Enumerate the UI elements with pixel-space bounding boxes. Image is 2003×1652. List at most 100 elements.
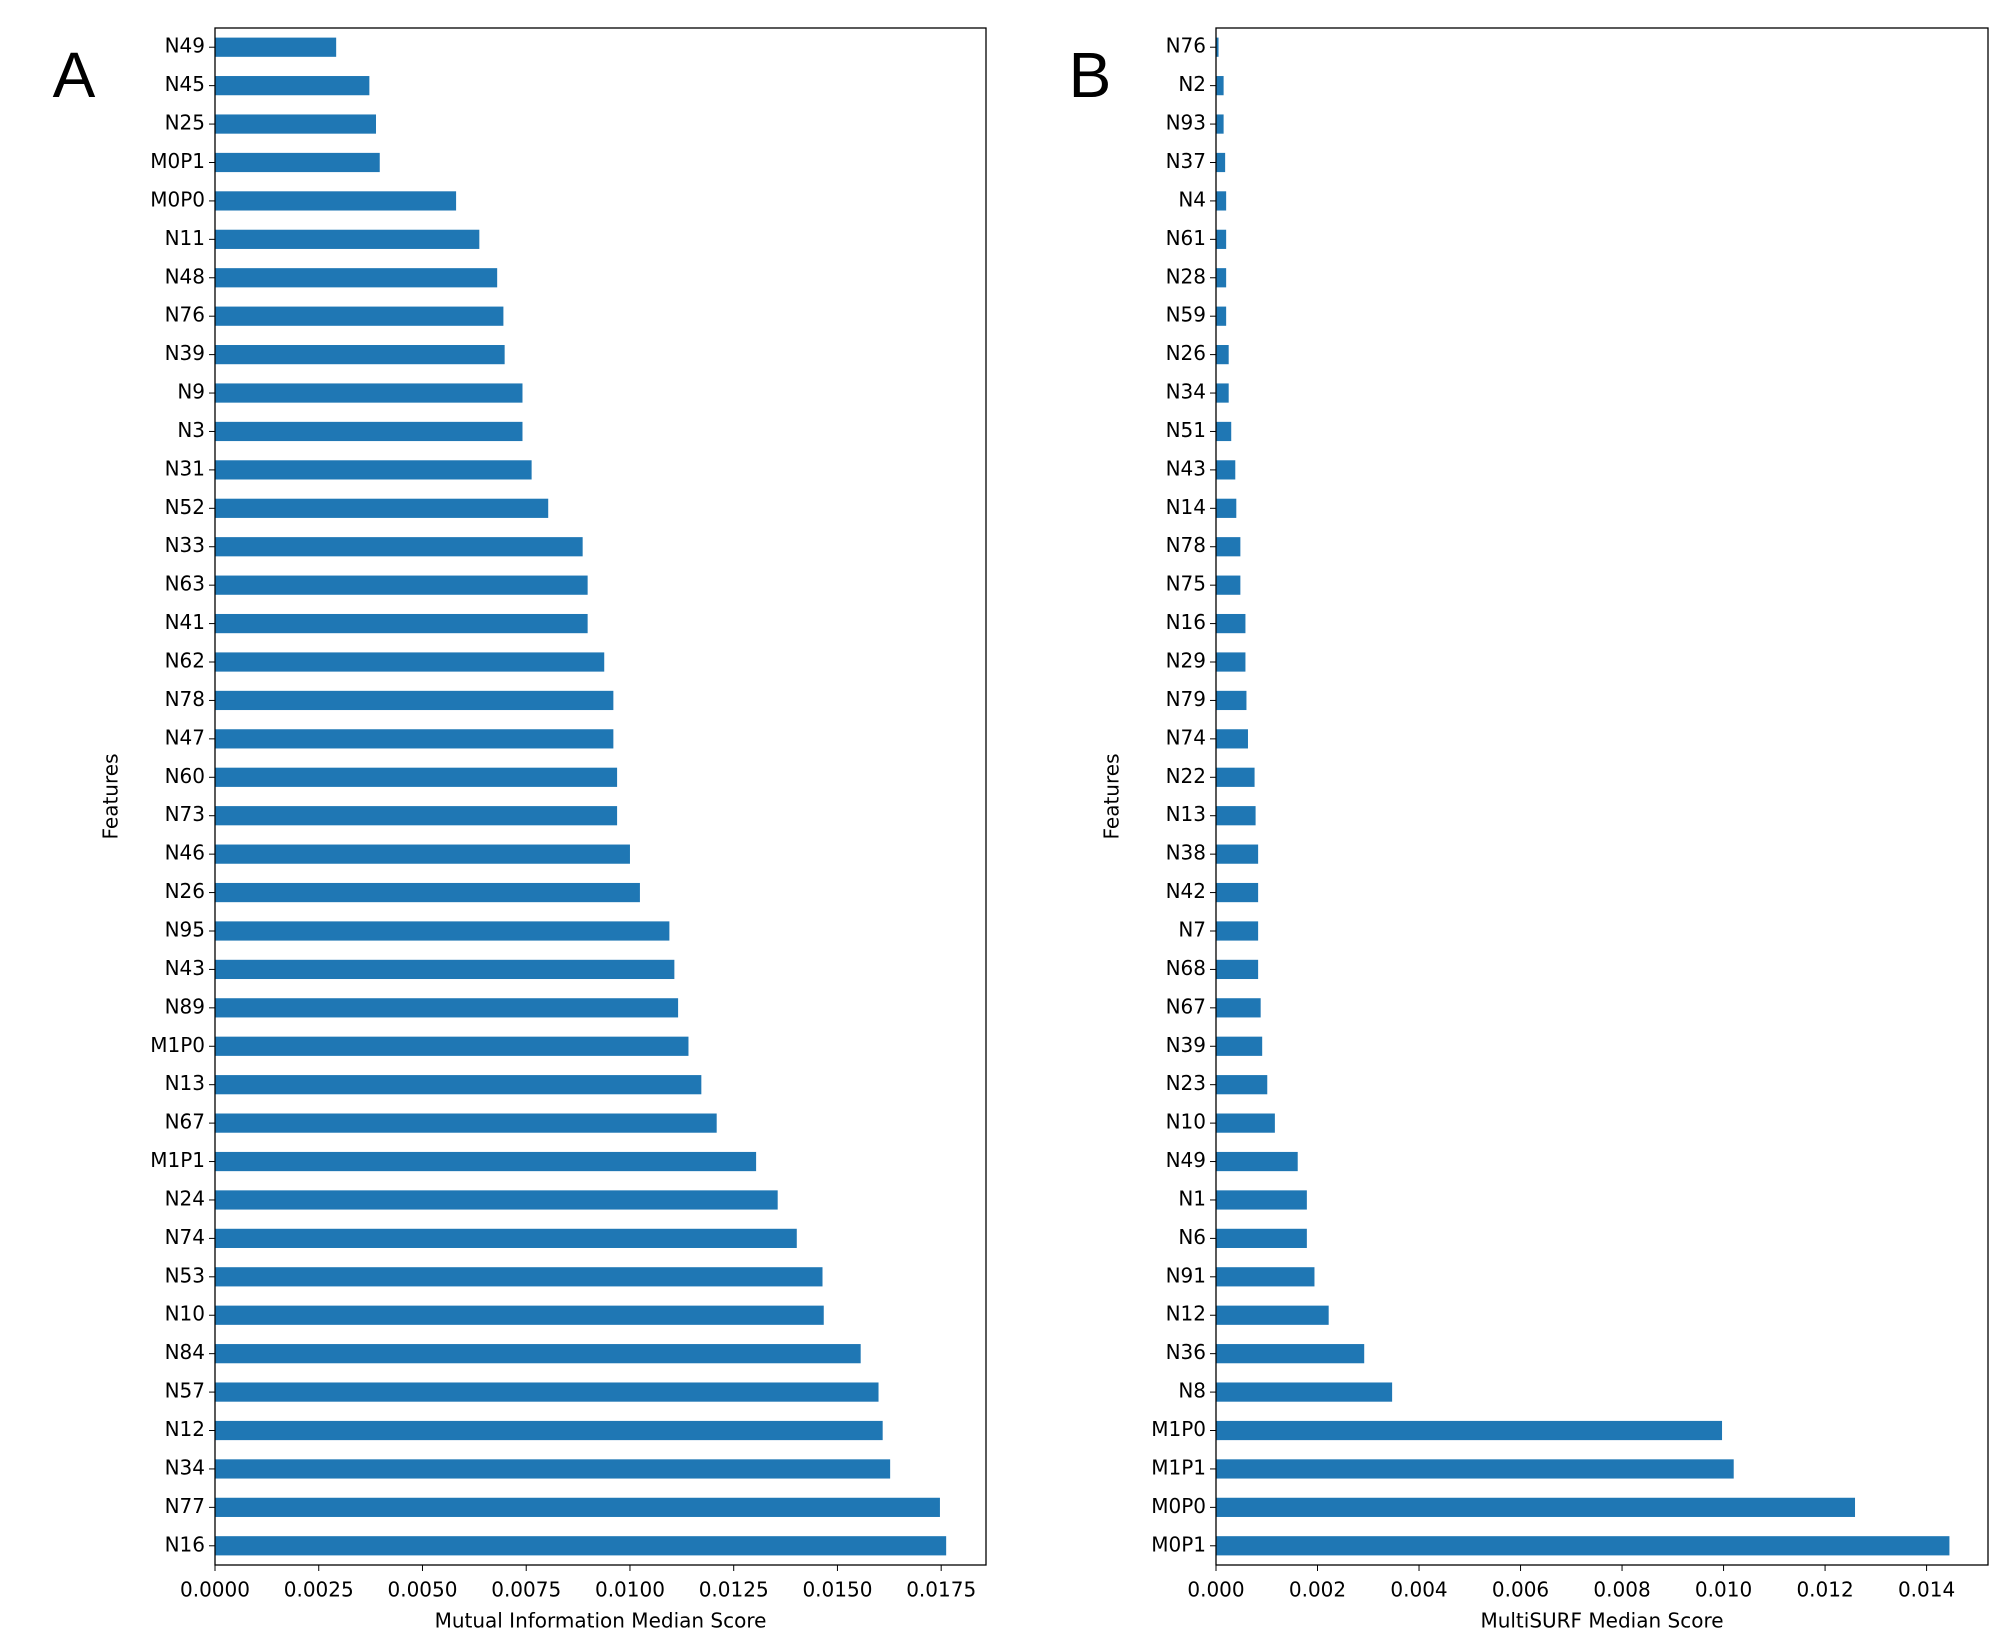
bar [1216, 998, 1261, 1018]
bar [215, 1305, 824, 1325]
bar [215, 613, 588, 634]
y-tick-label: N13 [1166, 802, 1206, 826]
y-tick-label: N14 [1166, 495, 1206, 519]
y-tick-label: N10 [165, 1302, 205, 1326]
y-tick-label: N26 [1166, 341, 1206, 365]
bar [1216, 114, 1224, 134]
x-tick-label: 0.0000 [180, 1578, 250, 1602]
bar [1216, 729, 1248, 749]
y-tick-label: N1 [1178, 1186, 1206, 1210]
x-tick-label: 0.000 [1187, 1578, 1244, 1602]
y-tick-label: N45 [165, 72, 205, 96]
bar [1216, 498, 1237, 518]
y-tick-label: N26 [165, 879, 205, 903]
bar [1216, 460, 1236, 480]
bar [215, 345, 505, 365]
bar [1216, 613, 1246, 634]
bar [215, 1228, 797, 1248]
bar [1216, 421, 1232, 442]
y-tick-label: N2 [1178, 72, 1206, 96]
y-tick-label: N37 [1166, 149, 1206, 173]
x-axis-label: MultiSURF Median Score [1480, 1609, 1723, 1633]
y-tick-label: N93 [1166, 111, 1206, 135]
x-tick-label: 0.008 [1593, 1578, 1650, 1602]
y-tick-label: N48 [165, 264, 205, 288]
y-tick-label: M1P0 [1151, 1417, 1206, 1441]
bar [215, 767, 618, 787]
bar [1216, 268, 1227, 288]
y-tick-label: N33 [165, 533, 205, 557]
bar [1216, 383, 1229, 403]
y-tick-label: N76 [1166, 34, 1206, 58]
y-tick-label: N16 [165, 1532, 205, 1556]
bar [215, 882, 640, 903]
bar [215, 498, 549, 518]
bar [1216, 1228, 1307, 1248]
y-tick-label: N62 [165, 649, 205, 673]
bar [1216, 345, 1229, 365]
y-tick-label: N49 [1166, 1148, 1206, 1172]
y-tick-label: N9 [177, 380, 205, 404]
bar [215, 37, 337, 57]
bar [1216, 652, 1246, 672]
y-tick-label: N11 [165, 226, 205, 250]
y-tick-label: N89 [165, 994, 205, 1018]
y-tick-label: N67 [165, 1110, 205, 1134]
y-tick-label: N47 [165, 725, 205, 749]
x-axis-label: Mutual Information Median Score [435, 1609, 767, 1633]
y-tick-label: N52 [165, 495, 205, 519]
y-tick-label: N13 [165, 1071, 205, 1095]
bar [1216, 1190, 1307, 1210]
x-tick-label: 0.004 [1390, 1578, 1447, 1602]
bar [215, 1151, 757, 1172]
y-tick-label: M1P1 [1151, 1455, 1206, 1479]
y-tick-label: M1P1 [150, 1148, 205, 1172]
bar [1216, 882, 1259, 903]
bar [1216, 767, 1255, 787]
y-tick-label: N7 [1178, 917, 1206, 941]
bar [1216, 76, 1224, 96]
bar [1216, 306, 1227, 326]
y-tick-label: M0P0 [1151, 1494, 1206, 1518]
y-tick-label: N12 [165, 1417, 205, 1441]
bar [1216, 575, 1241, 595]
y-tick-label: N49 [165, 34, 205, 58]
bar [1216, 1497, 1856, 1517]
bar [1216, 229, 1227, 249]
bar [215, 921, 670, 941]
bar [1216, 690, 1247, 711]
bar [215, 844, 630, 864]
bar [1216, 1036, 1263, 1056]
bar [215, 537, 583, 557]
bar [215, 575, 588, 595]
bar [215, 1267, 823, 1287]
bar [1216, 959, 1259, 980]
x-tick-label: 0.0100 [595, 1578, 665, 1602]
x-tick-label: 0.0150 [802, 1578, 872, 1602]
x-tick-label: 0.006 [1492, 1578, 1549, 1602]
y-tick-label: N39 [1166, 1033, 1206, 1057]
bar [215, 652, 605, 672]
bar [215, 806, 618, 826]
bar [215, 729, 614, 749]
y-tick-label: N46 [165, 841, 205, 865]
bar [1216, 37, 1219, 57]
y-tick-label: N51 [1166, 418, 1206, 442]
y-tick-label: N3 [177, 418, 205, 442]
y-tick-label: N38 [1166, 841, 1206, 865]
x-tick-label: 0.0050 [387, 1578, 457, 1602]
bar [215, 191, 457, 211]
x-tick-label: 0.012 [1796, 1578, 1853, 1602]
y-tick-label: M0P0 [150, 187, 205, 211]
y-tick-label: N59 [1166, 303, 1206, 327]
bar [1216, 537, 1241, 557]
y-tick-label: N74 [165, 1225, 205, 1249]
y-tick-label: N36 [1166, 1340, 1206, 1364]
y-tick-label: N28 [1166, 264, 1206, 288]
y-tick-label: N67 [1166, 994, 1206, 1018]
bar [1216, 1151, 1298, 1172]
y-tick-label: N75 [1166, 572, 1206, 596]
bar [1216, 1420, 1723, 1441]
x-tick-label: 0.0125 [699, 1578, 769, 1602]
